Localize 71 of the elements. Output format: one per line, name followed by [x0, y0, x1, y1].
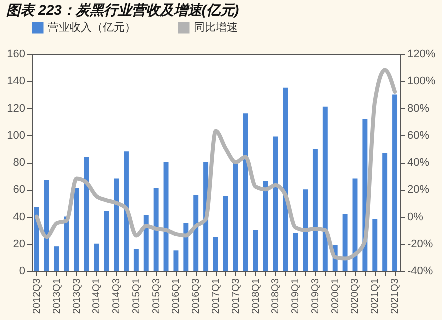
- y-tick-label: 100: [7, 130, 26, 142]
- y2-tick-label: 100%: [408, 76, 436, 88]
- y2-tick-label: 40%: [408, 157, 430, 169]
- x-tick-label: 2016Q3: [191, 278, 202, 314]
- bar: [104, 211, 110, 271]
- y2-tick-label: 120%: [408, 48, 436, 60]
- x-tick-label: 2013Q3: [72, 278, 83, 314]
- bar: [64, 216, 70, 271]
- bar: [233, 162, 238, 271]
- x-tick-label: 2017Q1: [211, 278, 222, 314]
- bar: [94, 244, 100, 271]
- bar: [293, 233, 298, 271]
- x-tick-label: 2021Q3: [390, 278, 402, 314]
- bar: [194, 195, 199, 271]
- y-tick-label: 160: [7, 48, 26, 60]
- x-tick-label: 2019Q3: [310, 278, 322, 314]
- x-tick-label: 2018Q1: [250, 278, 262, 314]
- bar: [253, 230, 258, 271]
- x-tick-label: 2014Q3: [112, 278, 123, 314]
- chart-title: 图表 223：炭黑行业营收及增速(亿元): [6, 2, 240, 18]
- y2-tick-label: -40%: [408, 266, 434, 278]
- bar: [54, 246, 60, 271]
- bar: [263, 181, 268, 271]
- bar: [124, 152, 129, 271]
- x-tick-label: 2020Q1: [330, 278, 342, 314]
- bar: [174, 250, 179, 271]
- y-tick-label: 140: [7, 76, 26, 88]
- bar: [223, 196, 228, 271]
- bar: [342, 214, 348, 271]
- bar: [243, 114, 248, 271]
- x-tick-label: 2012Q3: [32, 278, 43, 314]
- bar: [312, 148, 318, 271]
- x-tick-label: 2014Q1: [92, 278, 103, 314]
- line-series: [34, 68, 398, 261]
- x-tick-label: 2018Q3: [270, 278, 282, 314]
- bar: [283, 88, 288, 271]
- y-tick-label: 60: [13, 184, 26, 196]
- bar: [322, 106, 328, 271]
- x-tick-label: 2015Q3: [151, 278, 162, 314]
- x-tick-label: 2015Q1: [131, 278, 142, 314]
- bar: [114, 178, 120, 271]
- y-tick-label: 120: [7, 102, 26, 115]
- y2-tick-label: -20%: [408, 238, 434, 250]
- y2-tick-label: 80%: [408, 102, 430, 115]
- y-tick-label: 40: [13, 211, 26, 224]
- y-tick-label: 20: [13, 238, 26, 250]
- bar: [164, 162, 169, 271]
- y2-tick-label: 0%: [408, 211, 424, 224]
- bar: [392, 94, 398, 271]
- y-tick-label: 0: [19, 266, 26, 278]
- bar: [144, 215, 149, 271]
- x-tick-label: 2019Q1: [290, 278, 302, 314]
- y2-tick-label: 20%: [408, 184, 430, 196]
- legend-label: 同比增速: [194, 21, 238, 34]
- x-tick-label: 2013Q1: [52, 278, 63, 314]
- bar: [84, 157, 90, 271]
- legend-label: 营业收入（亿元）: [48, 21, 136, 34]
- y2-tick-label: 60%: [408, 130, 430, 142]
- bar: [382, 153, 388, 271]
- bar: [154, 188, 159, 271]
- bar: [214, 237, 218, 271]
- x-tick-label: 2016Q1: [171, 278, 182, 314]
- y-tick-label: 80: [13, 157, 26, 169]
- bar: [44, 180, 50, 271]
- bar: [134, 249, 139, 271]
- x-tick-label: 2017Q3: [230, 278, 242, 314]
- bar: [372, 219, 378, 271]
- x-tick-label: 2020Q3: [350, 278, 362, 314]
- bar: [273, 136, 278, 271]
- x-tick-label: 2021Q1: [370, 278, 382, 314]
- bar: [303, 190, 308, 271]
